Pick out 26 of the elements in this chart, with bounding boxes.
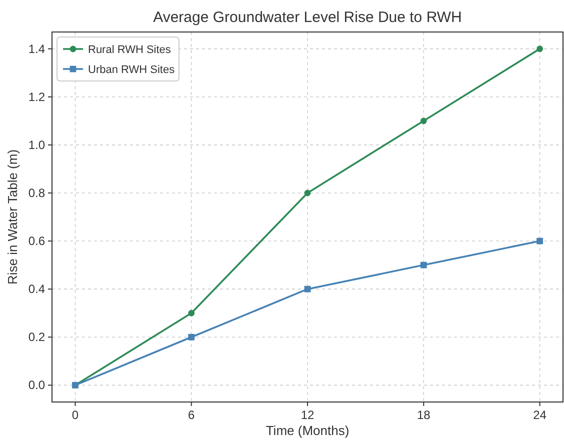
point bbox=[304, 286, 311, 292]
point bbox=[420, 262, 427, 268]
point bbox=[188, 310, 195, 316]
point bbox=[188, 334, 195, 340]
x-tick-label: 0 bbox=[72, 408, 79, 422]
y-tick-label: 1.2 bbox=[28, 90, 46, 104]
x-tick-label: 18 bbox=[416, 408, 431, 422]
point bbox=[536, 46, 543, 52]
y-tick-label: 1.4 bbox=[28, 42, 46, 56]
x-tick-label: 6 bbox=[188, 408, 196, 422]
x-tick-label: 24 bbox=[533, 408, 547, 422]
point bbox=[304, 190, 311, 196]
y-tick-label: 0.8 bbox=[28, 186, 46, 200]
y-axis-title: Rise in Water Table (m) bbox=[5, 149, 20, 285]
y-tick-label: 0.0 bbox=[28, 378, 46, 392]
point bbox=[420, 118, 427, 124]
y-tick-label: 0.2 bbox=[28, 330, 46, 344]
y-tick-label: 0.4 bbox=[28, 282, 46, 296]
legend-label: Urban RWH Sites bbox=[88, 64, 176, 76]
chart-title: Average Groundwater Level Rise Due to RWH bbox=[153, 9, 462, 26]
legend-label: Rural RWH Sites bbox=[88, 44, 172, 56]
point bbox=[536, 238, 543, 244]
x-tick-label: 12 bbox=[300, 408, 314, 422]
x-axis-title: Time (Months) bbox=[266, 423, 350, 438]
y-tick-label: 1.0 bbox=[28, 138, 46, 152]
y-tick-label: 0.6 bbox=[28, 234, 46, 248]
